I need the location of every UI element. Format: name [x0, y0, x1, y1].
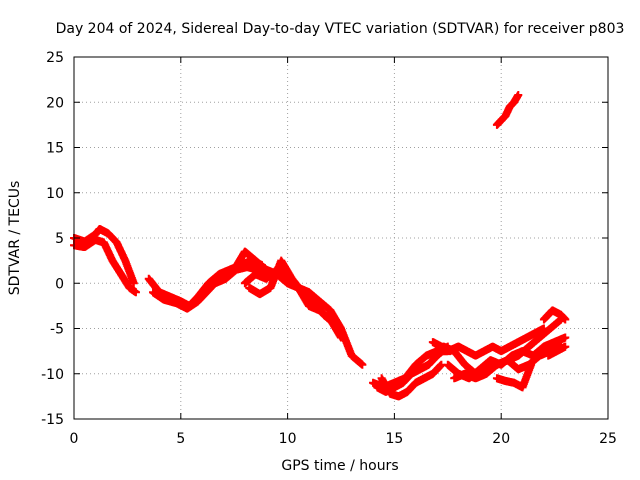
- y-tick-label: 0: [55, 276, 64, 292]
- x-tick-label: 0: [70, 431, 79, 447]
- data-point: [437, 360, 446, 369]
- data-point: [129, 279, 138, 288]
- data-points: [70, 91, 570, 401]
- series-track-i: [377, 360, 446, 401]
- x-tick-label: 10: [279, 431, 297, 447]
- series-track-q: [544, 342, 570, 360]
- series-track-g: [245, 256, 339, 328]
- y-tick-label: -5: [50, 322, 64, 338]
- y-tick-label: -15: [41, 412, 64, 428]
- data-point: [514, 91, 523, 100]
- y-tick-label: 25: [46, 50, 64, 66]
- y-tick-label: 15: [46, 141, 64, 157]
- x-tick-label: 20: [492, 431, 510, 447]
- y-tick-label: 10: [46, 186, 64, 202]
- y-tick-label: 20: [46, 95, 64, 111]
- x-tick-label: 25: [599, 431, 617, 447]
- data-point: [330, 319, 339, 328]
- data-point: [337, 333, 345, 342]
- y-axis-label: SDTVAR / TECUs: [7, 181, 23, 296]
- tick-marks: [73, 56, 609, 420]
- chart-title: Day 204 of 2024, Sidereal Day-to-day VTE…: [56, 21, 625, 37]
- data-point: [358, 360, 367, 369]
- tick-labels: 0 5 10 15 20 25 -15 -10 -5 0 5 10 15 20 25: [41, 50, 617, 447]
- series-track-b: [70, 235, 140, 297]
- series-track-n: [428, 324, 548, 360]
- series-track-r: [492, 91, 523, 129]
- x-tick-label: 15: [385, 431, 403, 447]
- series-track-p: [539, 306, 570, 324]
- data-point: [539, 324, 548, 333]
- y-tick-label: 5: [55, 231, 64, 247]
- series-track-o: [492, 360, 536, 392]
- series-track-a: [70, 224, 138, 288]
- data-point: [561, 342, 570, 351]
- x-axis-label: GPS time / hours: [281, 458, 398, 474]
- data-point: [561, 333, 570, 342]
- data-point: [527, 360, 536, 369]
- x-tick-label: 5: [176, 431, 185, 447]
- y-tick-label: -10: [41, 367, 64, 383]
- data-point: [561, 315, 570, 324]
- data-point: [131, 288, 140, 297]
